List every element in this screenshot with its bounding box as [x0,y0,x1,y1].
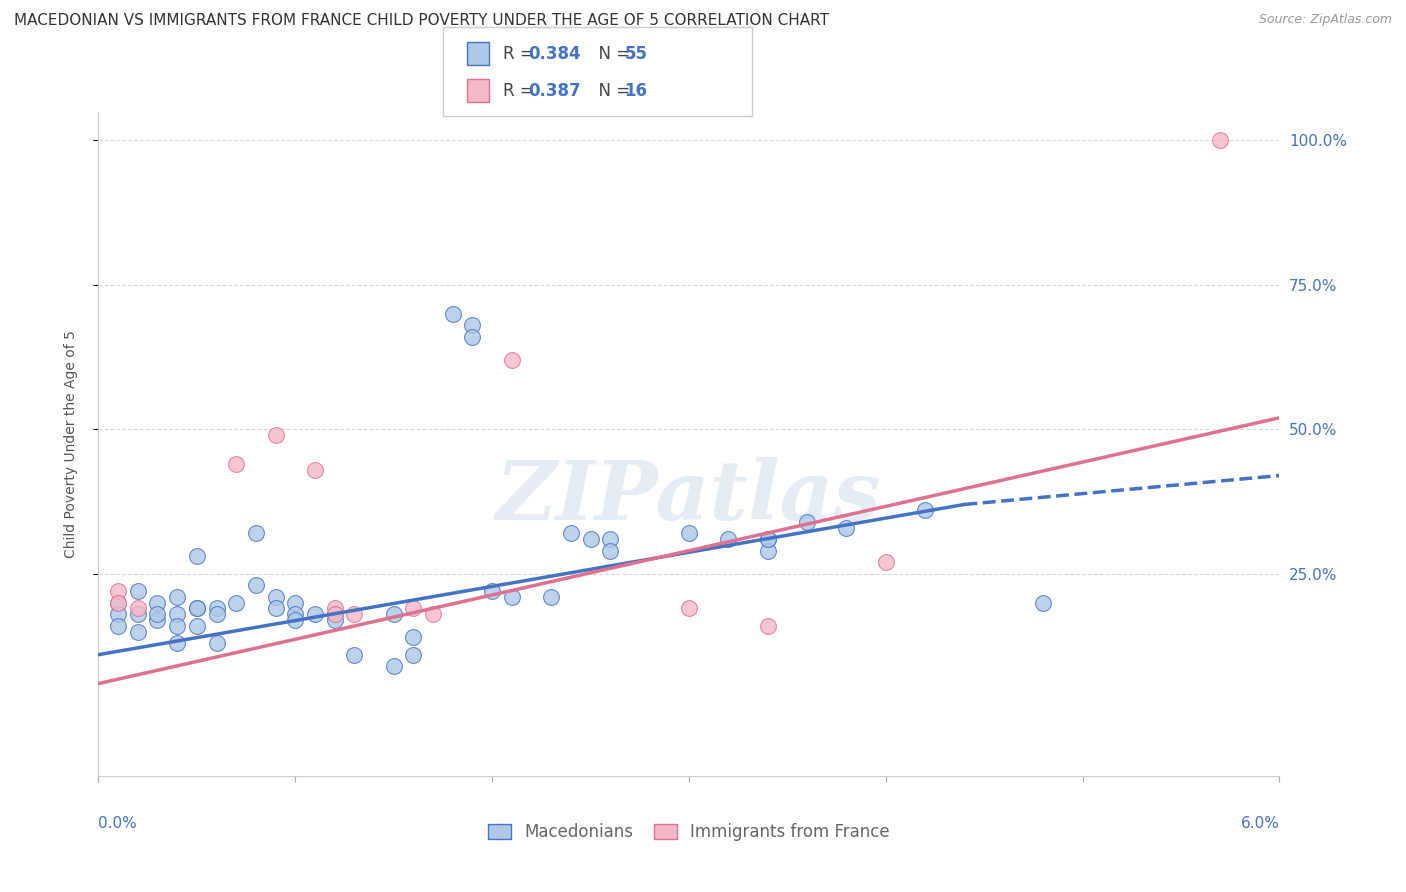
Legend: Macedonians, Immigrants from France: Macedonians, Immigrants from France [481,816,897,847]
Point [481,584,503,599]
Text: R =: R = [503,45,540,62]
Point [402,631,425,645]
Point [323,607,346,622]
Point [382,607,405,622]
Point [875,555,897,569]
Point [579,532,602,546]
Point [461,330,484,344]
Point [402,648,425,662]
Text: MACEDONIAN VS IMMIGRANTS FROM FRANCE CHILD POVERTY UNDER THE AGE OF 5 CORRELATIO: MACEDONIAN VS IMMIGRANTS FROM FRANCE CHI… [14,13,830,29]
Point [501,590,523,604]
Point [441,307,464,321]
Point [304,607,326,622]
Point [205,601,228,615]
Point [107,607,129,622]
Point [245,578,267,592]
Point [678,526,700,541]
Point [186,549,208,564]
Point [127,601,149,615]
Point [127,584,149,599]
Point [560,526,582,541]
Point [205,636,228,650]
Text: R =: R = [503,82,540,100]
Point [146,613,169,627]
Point [107,596,129,610]
Point [678,601,700,615]
Point [264,428,287,442]
Text: ZIPatlas: ZIPatlas [496,457,882,537]
Point [501,353,523,368]
Point [343,648,366,662]
Point [1032,596,1054,610]
Point [264,601,287,615]
Point [835,520,858,534]
Point [107,619,129,633]
Text: 6.0%: 6.0% [1240,816,1279,831]
Text: 0.0%: 0.0% [98,816,138,831]
Point [914,503,936,517]
Point [166,619,188,633]
Point [205,607,228,622]
Point [323,607,346,622]
Point [599,532,621,546]
Point [422,607,444,622]
Point [284,596,307,610]
Text: Source: ZipAtlas.com: Source: ZipAtlas.com [1258,13,1392,27]
Point [186,601,208,615]
Point [127,624,149,639]
Text: 16: 16 [624,82,647,100]
Point [225,596,247,610]
Point [1209,133,1232,147]
Text: 0.387: 0.387 [529,82,581,100]
Text: 0.384: 0.384 [529,45,581,62]
Point [186,601,208,615]
Point [599,543,621,558]
Point [186,619,208,633]
Point [264,590,287,604]
Point [225,457,247,471]
Point [796,515,818,529]
Point [146,596,169,610]
Point [166,636,188,650]
Y-axis label: Child Poverty Under the Age of 5: Child Poverty Under the Age of 5 [63,330,77,558]
Point [461,318,484,333]
Point [166,607,188,622]
Point [382,659,405,673]
Point [304,463,326,477]
Point [323,613,346,627]
Point [146,607,169,622]
Point [756,619,779,633]
Point [756,532,779,546]
Point [343,607,366,622]
Point [323,601,346,615]
Point [756,543,779,558]
Point [402,601,425,615]
Point [127,607,149,622]
Point [284,607,307,622]
Point [107,584,129,599]
Text: N =: N = [588,82,636,100]
Point [166,590,188,604]
Point [540,590,562,604]
Point [717,532,740,546]
Point [756,532,779,546]
Point [107,596,129,610]
Point [284,613,307,627]
Point [245,526,267,541]
Text: 55: 55 [624,45,647,62]
Text: N =: N = [588,45,636,62]
